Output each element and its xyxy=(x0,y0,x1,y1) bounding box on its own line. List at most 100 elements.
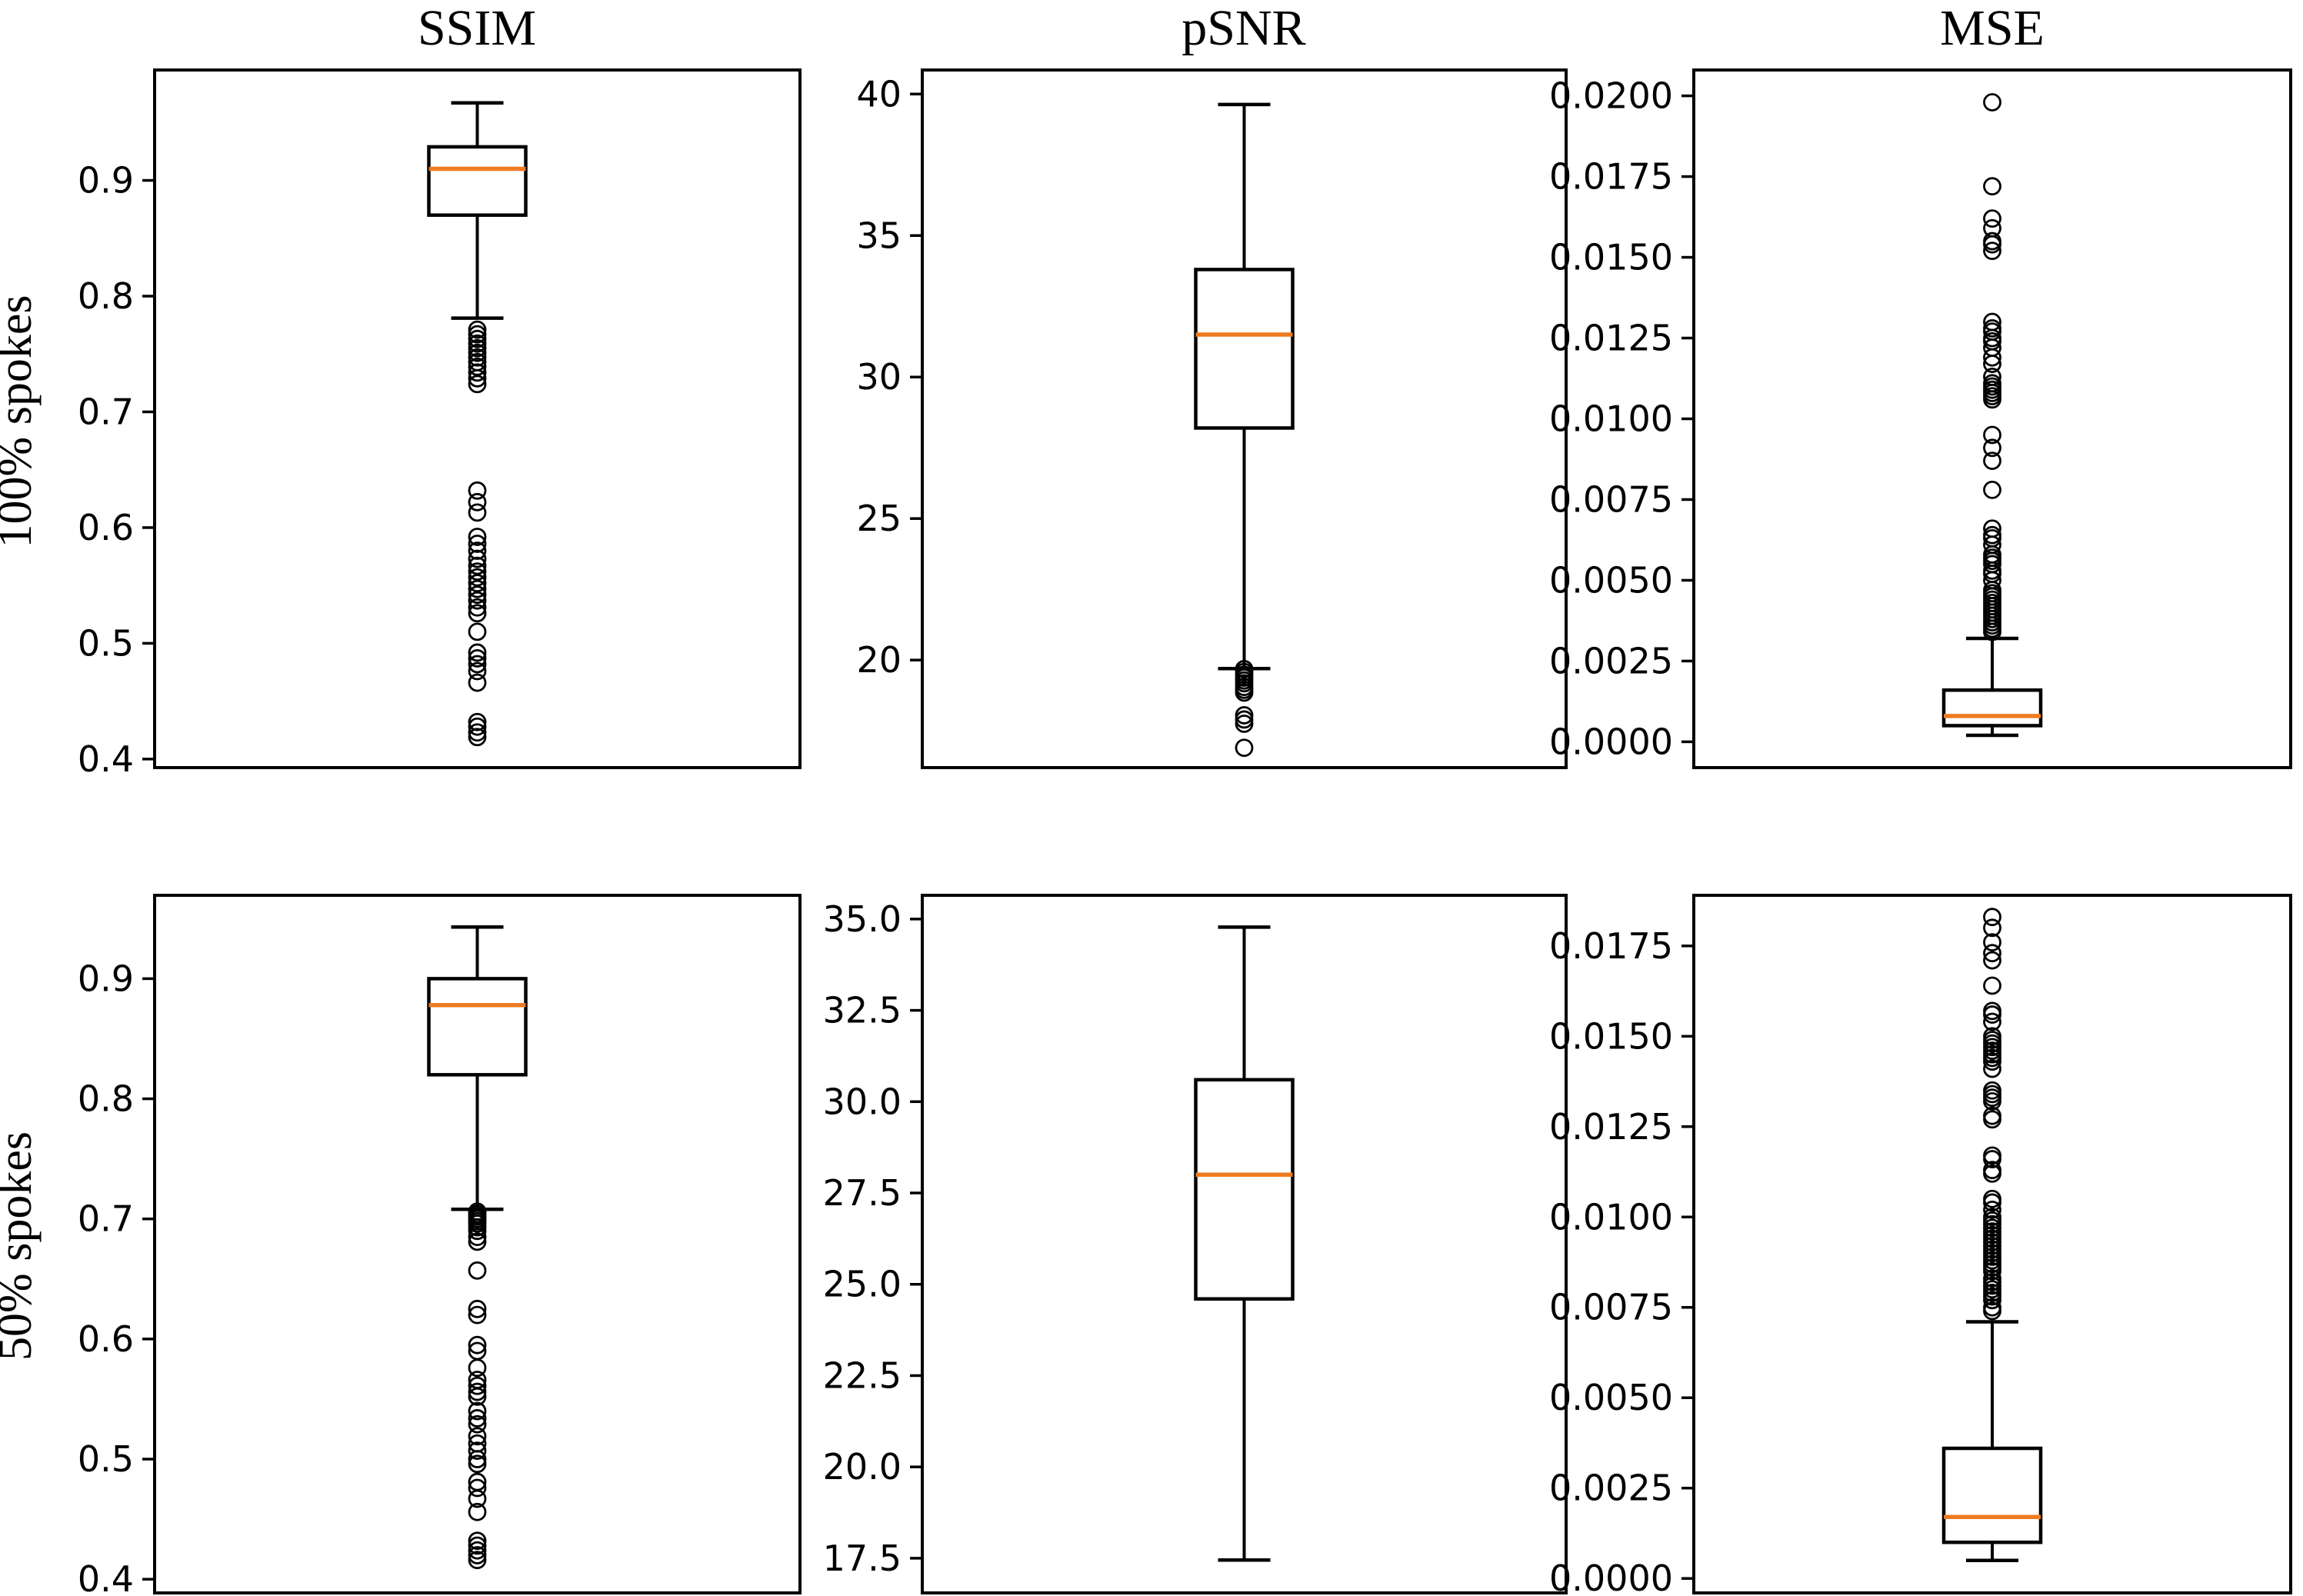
column-title-mse: MSE xyxy=(1940,0,2045,56)
outlier-point xyxy=(468,1221,487,1241)
y-tick-label: 25.0 xyxy=(823,1264,902,1305)
outlier-point xyxy=(468,329,487,348)
y-tick-label: 30.0 xyxy=(823,1081,902,1122)
outlier-point xyxy=(468,1228,487,1247)
outlier-point xyxy=(468,1358,487,1378)
outlier-point xyxy=(468,368,487,388)
y-tick-label: 0.0000 xyxy=(1549,1558,1673,1596)
outlier-point xyxy=(1983,242,2001,261)
y-tick-label: 0.0100 xyxy=(1549,1196,1673,1238)
outlier-point xyxy=(468,622,487,641)
y-tick-label: 0.0075 xyxy=(1549,478,1673,520)
iqr-box xyxy=(427,977,528,1077)
outlier-point xyxy=(1983,918,2001,938)
outlier-point xyxy=(1983,1005,2001,1024)
outlier-point xyxy=(468,503,487,522)
y-tick-label: 0.0125 xyxy=(1549,1106,1673,1148)
y-tick-label: 0.0025 xyxy=(1549,1468,1673,1509)
subplot-mse-50: 0.0000 0.0025 0.0050 0.0075 0.0100 0.0125 0.01… xyxy=(1549,894,2292,1596)
outlier-point xyxy=(468,568,487,587)
outlier-point xyxy=(468,492,487,511)
outlier-point xyxy=(468,1489,487,1508)
outlier-point xyxy=(468,1546,487,1564)
outlier-point xyxy=(468,562,487,581)
y-tick-label: 0.0100 xyxy=(1549,398,1673,440)
y-tick-label: 0.5 xyxy=(78,622,134,664)
outlier-point xyxy=(468,604,487,623)
outlier-point xyxy=(468,320,487,339)
outlier-point xyxy=(1983,933,2001,951)
subplot-ssim-100: 0.4 0.5 0.6 0.7 0.8 0.9 xyxy=(78,68,802,780)
outlier-point xyxy=(1235,715,1254,733)
y-tick-label: 0.9 xyxy=(78,160,134,202)
column-title-ssim: SSIM xyxy=(418,0,536,56)
outlier-point xyxy=(468,1335,487,1354)
y-tick-label: 32.5 xyxy=(823,990,902,1031)
y-tick-label: 0.0075 xyxy=(1549,1287,1673,1328)
y-tick-label: 0.0150 xyxy=(1549,237,1673,278)
outlier-point xyxy=(468,1551,487,1570)
outlier-point xyxy=(1983,908,2001,927)
outlier-point xyxy=(468,723,487,742)
iqr-box xyxy=(1941,1446,2043,1544)
outlier-point xyxy=(468,1478,487,1498)
y-tick-label: 0.0125 xyxy=(1549,318,1673,359)
y-tick-label: 22.5 xyxy=(823,1354,902,1396)
outlier-point xyxy=(1983,480,2001,499)
outlier-point xyxy=(468,1305,487,1324)
outlier-point xyxy=(1983,1150,2001,1168)
outlier-point xyxy=(468,673,487,692)
outlier-point xyxy=(1983,1110,2001,1129)
y-tick-label: 0.7 xyxy=(78,1198,134,1240)
subplot-ssim-50: 0.4 0.5 0.6 0.7 0.8 0.9 xyxy=(78,894,802,1596)
subplot-psnr-100: 20 25 30 35 40 xyxy=(856,68,1568,769)
outlier-point xyxy=(1983,1200,2001,1219)
outlier-point xyxy=(468,528,487,546)
outlier-point xyxy=(1235,738,1254,758)
iqr-box xyxy=(1941,688,2043,728)
iqr-box xyxy=(1194,268,1295,430)
y-tick-label: 0.8 xyxy=(78,1078,134,1120)
y-tick-label: 0.0175 xyxy=(1549,156,1673,198)
outlier-point xyxy=(1983,1059,2001,1078)
y-tick-label: 0.4 xyxy=(78,1558,134,1596)
outlier-point xyxy=(468,363,487,382)
outlier-point xyxy=(468,1536,487,1555)
outlier-point xyxy=(468,1414,487,1434)
y-tick-label: 0.0175 xyxy=(1549,925,1673,967)
outlier-point xyxy=(468,541,487,560)
outlier-point xyxy=(468,579,487,598)
outlier-point xyxy=(1983,622,2001,641)
outlier-point xyxy=(1983,951,2001,970)
outlier-point xyxy=(1983,1291,2001,1310)
outlier-point xyxy=(468,712,487,731)
outlier-point xyxy=(1983,1301,2001,1321)
outlier-point xyxy=(468,1427,487,1446)
outlier-point xyxy=(1983,451,2001,470)
outlier-point xyxy=(468,1376,487,1395)
outlier-point xyxy=(1983,1012,2001,1031)
y-tick-label: 0.9 xyxy=(78,958,134,999)
outlier-point xyxy=(468,1382,487,1401)
outlier-point xyxy=(1983,1091,2001,1111)
y-tick-label: 0.4 xyxy=(78,738,134,780)
outlier-point xyxy=(468,338,487,358)
outlier-point xyxy=(468,598,487,617)
y-tick-label: 27.5 xyxy=(823,1172,902,1214)
outlier-point xyxy=(468,649,487,668)
outlier-point xyxy=(468,574,487,593)
outlier-point xyxy=(468,1401,487,1421)
outlier-point xyxy=(468,1232,487,1251)
outlier-point xyxy=(468,1261,487,1280)
subplot-mse-100: 0.0000 0.0025 0.0050 0.0075 0.0100 0.0125 0.01… xyxy=(1549,68,2292,769)
y-tick-label: 25 xyxy=(856,498,902,539)
outlier-point xyxy=(1983,1052,2001,1071)
outlier-point xyxy=(468,717,487,736)
outlier-point xyxy=(468,348,487,367)
outlier-point xyxy=(468,549,487,568)
outlier-point xyxy=(468,643,487,662)
outlier-point xyxy=(468,1454,487,1474)
subplot-psnr-50: 17.5 20.0 22.5 25.0 27.5 30.0 32.5 35.0 xyxy=(823,894,1568,1594)
